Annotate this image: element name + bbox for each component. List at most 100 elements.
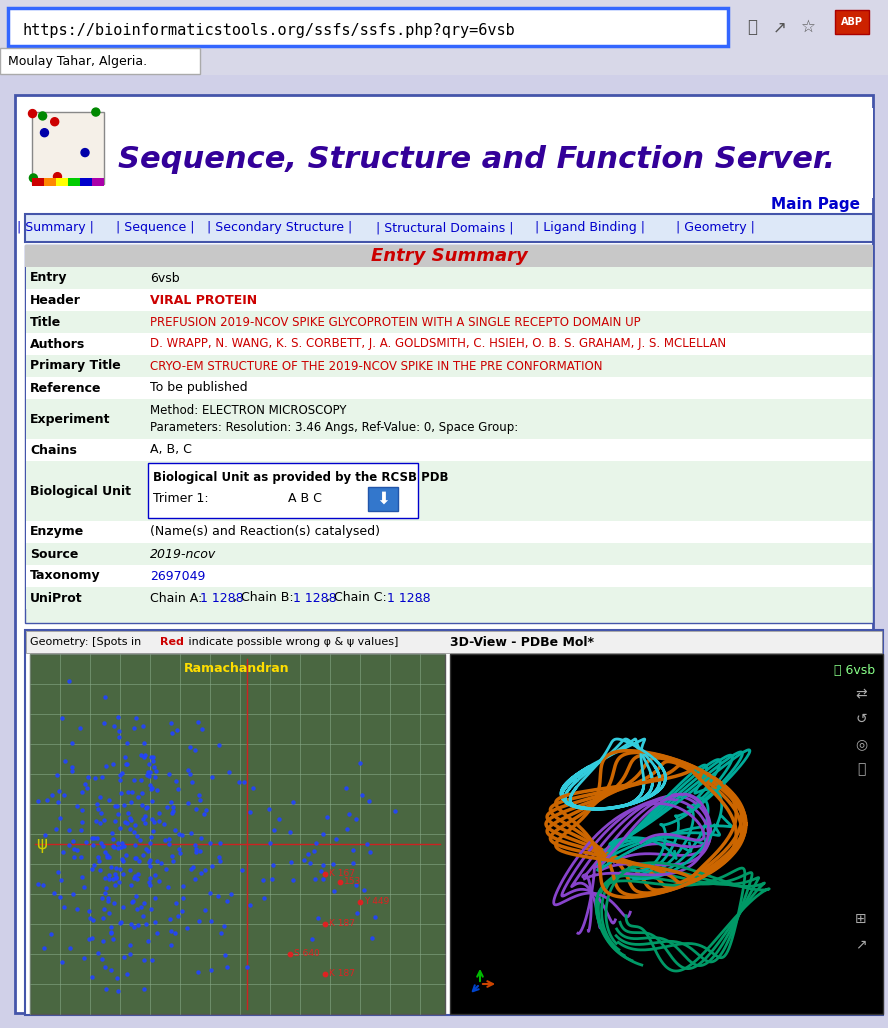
Point	[123, 811, 138, 828]
Point	[134, 746, 148, 763]
Text: Moulay Tahar, Algeria.: Moulay Tahar, Algeria.	[8, 56, 147, 69]
Point	[40, 792, 54, 808]
Point	[205, 769, 219, 785]
Point	[127, 919, 141, 935]
Text: ↺: ↺	[855, 712, 867, 726]
Point	[318, 965, 332, 982]
Point	[175, 903, 189, 919]
Point	[145, 794, 159, 810]
Text: K 187: K 187	[329, 919, 355, 928]
Text: | Ligand Binding |: | Ligand Binding |	[535, 221, 645, 234]
Point	[125, 784, 139, 801]
Text: Primary Title: Primary Title	[30, 360, 121, 372]
Point	[121, 805, 135, 821]
Text: ☆: ☆	[801, 19, 815, 36]
Point	[102, 849, 116, 866]
FancyBboxPatch shape	[26, 631, 882, 653]
FancyBboxPatch shape	[26, 461, 872, 521]
Point	[92, 788, 107, 805]
Point	[92, 815, 107, 832]
Point	[197, 861, 211, 878]
Point	[169, 772, 183, 788]
Point	[116, 838, 131, 854]
Circle shape	[38, 112, 46, 120]
Point	[242, 896, 257, 913]
Text: Source: Source	[30, 548, 78, 560]
Point	[112, 723, 126, 739]
Point	[147, 868, 162, 884]
Point	[58, 754, 72, 770]
Point	[219, 892, 234, 909]
Point	[109, 869, 123, 885]
Point	[101, 867, 115, 883]
Point	[107, 798, 122, 814]
Text: Ramachandran: Ramachandran	[184, 661, 289, 674]
Point	[115, 784, 129, 801]
Point	[121, 783, 135, 800]
Point	[218, 918, 232, 934]
Point	[123, 946, 138, 962]
Point	[214, 924, 228, 941]
Point	[144, 901, 158, 917]
Text: 🟩 6vsb: 🟩 6vsb	[834, 663, 875, 676]
Point	[193, 792, 207, 808]
Point	[138, 815, 152, 832]
Point	[164, 938, 178, 954]
Point	[142, 854, 156, 871]
Point	[172, 825, 186, 842]
Point	[107, 839, 122, 855]
Point	[180, 920, 194, 937]
Point	[145, 810, 159, 827]
Point	[90, 796, 104, 812]
Point	[54, 872, 68, 888]
Point	[175, 827, 189, 843]
Point	[66, 833, 80, 849]
Point	[188, 837, 202, 853]
Text: Enzyme: Enzyme	[30, 525, 84, 539]
Point	[146, 752, 160, 769]
Point	[91, 830, 105, 846]
Point	[321, 809, 335, 825]
Point	[219, 959, 234, 976]
Text: https://bioinformaticstools.org/ssfs/ssfs.php?qry=6vsb: https://bioinformaticstools.org/ssfs/ssf…	[22, 23, 515, 37]
Point	[62, 673, 76, 690]
Text: Sequence, Structure and Function Server.: Sequence, Structure and Function Server.	[118, 146, 835, 175]
Point	[308, 871, 322, 887]
Point	[106, 756, 120, 772]
Point	[318, 916, 332, 932]
Point	[166, 799, 180, 815]
Point	[99, 958, 113, 975]
Point	[93, 805, 107, 821]
Point	[163, 794, 178, 810]
Point	[107, 838, 121, 854]
Point	[218, 947, 233, 963]
FancyBboxPatch shape	[450, 654, 883, 1014]
FancyBboxPatch shape	[26, 267, 872, 289]
FancyBboxPatch shape	[26, 439, 872, 461]
Point	[136, 811, 150, 828]
Text: Title: Title	[30, 316, 61, 329]
Point	[162, 766, 176, 782]
Point	[128, 868, 142, 884]
Text: ⇄: ⇄	[855, 687, 867, 701]
Point	[96, 910, 110, 926]
Point	[107, 930, 121, 947]
Point	[124, 794, 139, 810]
Point	[113, 915, 127, 931]
Point	[56, 844, 70, 860]
Point	[93, 861, 107, 878]
Point	[143, 781, 157, 798]
Point	[305, 930, 320, 947]
Point	[111, 835, 125, 851]
Point	[142, 874, 156, 890]
Point	[170, 780, 185, 797]
Point	[200, 802, 214, 818]
Point	[70, 842, 84, 858]
Point	[326, 855, 340, 872]
Circle shape	[91, 108, 99, 116]
Point	[78, 834, 92, 850]
Point	[127, 720, 141, 736]
Point	[78, 776, 92, 793]
Point	[137, 952, 151, 968]
Point	[316, 825, 330, 842]
